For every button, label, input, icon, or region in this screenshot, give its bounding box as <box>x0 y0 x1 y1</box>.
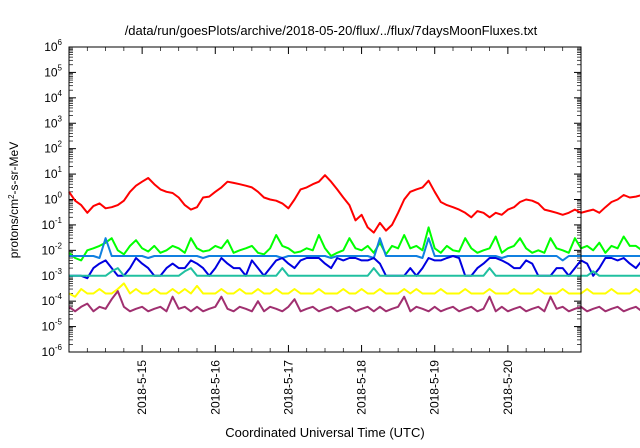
x-tick-label: 2018-5-18 <box>355 360 369 415</box>
x-tick-label: 2018-5-15 <box>135 360 149 415</box>
x-tick-label: 2018-5-17 <box>281 360 295 415</box>
x-tick-label: 2018-5-20 <box>501 360 515 415</box>
y-tick-label: 101 <box>44 165 62 181</box>
y-tick-label: 10-2 <box>42 241 63 257</box>
y-tick-label: 105 <box>44 63 62 79</box>
series-line-3 <box>69 237 640 262</box>
y-tick-label: 102 <box>44 140 62 156</box>
series-layer <box>68 174 640 313</box>
y-tick-label: 10-6 <box>42 343 63 359</box>
chart-title: /data/run/goesPlots/archive/2018-05-20/f… <box>125 23 538 38</box>
x-tick-label: 2018-5-19 <box>428 360 442 415</box>
series-line-1 <box>68 174 640 234</box>
y-axis-ticks: 10-6 10-5 10-4 10-3 10-2 10-1 100 101 102 103 104 1… <box>42 38 581 359</box>
y-tick-label: 104 <box>44 89 62 105</box>
y-axis-label: protons/cm2-s-sr-MeV <box>7 142 21 258</box>
series-line-2 <box>68 226 640 262</box>
y-tick-label: 103 <box>44 114 62 130</box>
y-tick-label: 106 <box>44 38 62 54</box>
series-line-7 <box>68 290 640 313</box>
y-tick-label: 100 <box>44 191 62 207</box>
y-tick-label: 10-3 <box>42 267 63 283</box>
series-line-4 <box>69 255 640 280</box>
x-axis-label: Coordinated Universal Time (UTC) <box>225 425 424 440</box>
plot-frame <box>68 46 582 353</box>
series-line-6 <box>68 282 640 298</box>
y-tick-label: 10-1 <box>42 216 63 232</box>
y-tick-label: 10-4 <box>42 292 63 308</box>
series-line-5 <box>69 267 640 277</box>
x-tick-label: 2018-5-16 <box>208 360 222 415</box>
x-axis-ticks: 2018-5-15 2018-5-16 2018-5-17 2018-5-18 2018… <box>86 47 564 415</box>
y-tick-label: 10-5 <box>42 318 63 334</box>
